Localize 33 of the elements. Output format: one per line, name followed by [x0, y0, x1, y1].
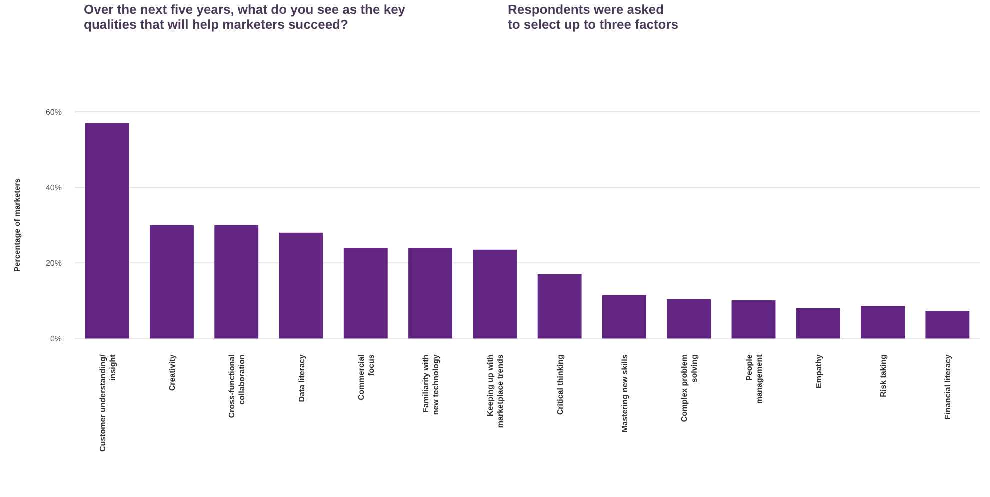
bar — [926, 311, 970, 339]
x-tick-label: Complex problem solving — [680, 354, 700, 422]
chart-subtitle: Respondents were asked to select up to three factors — [508, 2, 678, 32]
bar — [602, 295, 646, 339]
bar — [150, 225, 194, 339]
x-tick-label: Customer understanding/ insight — [98, 354, 118, 452]
x-tick-label: Empathy — [814, 354, 824, 388]
bar — [344, 248, 388, 339]
chart-title: Over the next five years, what do you see as the key qualities that will help marketers succeed? — [84, 2, 406, 32]
y-tick-label: 60% — [46, 108, 62, 117]
x-tick-label: People management — [744, 354, 764, 404]
bar — [408, 248, 453, 339]
y-tick-label: 20% — [46, 258, 62, 268]
x-tick-label: Mastering new skills — [620, 354, 630, 433]
bar — [279, 232, 324, 339]
x-tick-label: Cross-functional collaboration — [228, 354, 247, 418]
bar — [667, 299, 712, 339]
x-tick-label: Critical thinking — [556, 354, 565, 416]
bar — [214, 225, 259, 339]
bar — [861, 306, 906, 339]
y-tick-label: 40% — [46, 183, 62, 192]
x-tick-label: Data literacy — [297, 354, 306, 402]
x-tick-label: Financial literacy — [944, 354, 953, 420]
x-tick-label: Creativity — [168, 354, 177, 392]
x-tick-label: Risk taking — [879, 354, 888, 398]
bar — [538, 274, 582, 339]
bar — [85, 123, 130, 339]
bar — [796, 308, 840, 339]
x-tick-label: Commercial focus — [356, 354, 376, 400]
y-axis-title: Percentage of marketers — [13, 178, 22, 272]
bar — [473, 250, 518, 339]
y-tick-label: 0% — [50, 334, 62, 344]
bar — [732, 300, 776, 339]
